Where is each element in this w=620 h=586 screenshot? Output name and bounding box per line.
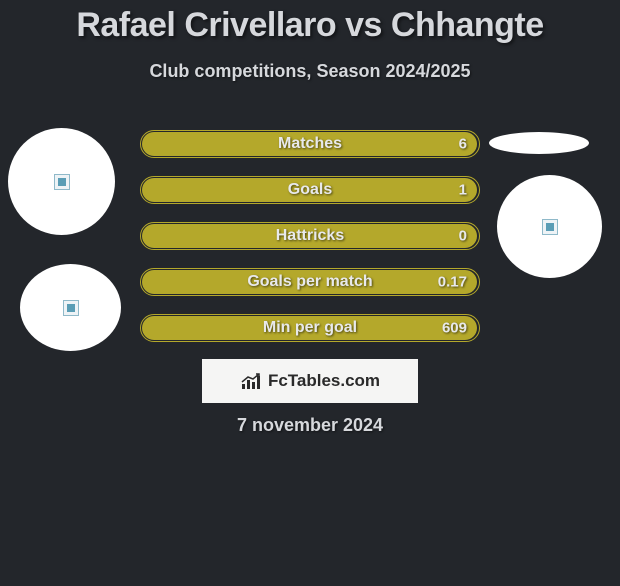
stat-bar: Goals per match0.17 xyxy=(140,268,480,296)
broken-image-icon xyxy=(54,174,70,190)
stat-bar: Min per goal609 xyxy=(140,314,480,342)
stat-label: Goals xyxy=(141,181,479,199)
stat-bar: Hattricks0 xyxy=(140,222,480,250)
player-image-circle xyxy=(20,264,121,351)
chart-icon xyxy=(240,372,262,390)
player-image-circle xyxy=(497,175,602,278)
stat-value: 0 xyxy=(459,228,467,245)
stat-label: Hattricks xyxy=(141,227,479,245)
comparison-date: 7 november 2024 xyxy=(0,415,620,436)
fctables-logo: FcTables.com xyxy=(202,359,418,403)
stat-label: Goals per match xyxy=(141,273,479,291)
comparison-subtitle: Club competitions, Season 2024/2025 xyxy=(0,61,620,82)
stat-label: Min per goal xyxy=(141,319,479,337)
comparison-title: Rafael Crivellaro vs Chhangte xyxy=(0,6,620,45)
stat-value: 0.17 xyxy=(438,274,467,291)
broken-image-icon xyxy=(542,219,558,235)
stat-value: 6 xyxy=(459,136,467,153)
player-ellipse xyxy=(489,132,589,154)
stat-value: 609 xyxy=(442,320,467,337)
stat-value: 1 xyxy=(459,182,467,199)
stat-bar: Goals1 xyxy=(140,176,480,204)
stat-bar: Matches6 xyxy=(140,130,480,158)
stat-label: Matches xyxy=(141,135,479,153)
logo-text: FcTables.com xyxy=(268,371,380,391)
stats-bars: Matches6Goals1Hattricks0Goals per match0… xyxy=(140,130,480,360)
broken-image-icon xyxy=(63,300,79,316)
player-image-circle xyxy=(8,128,115,235)
